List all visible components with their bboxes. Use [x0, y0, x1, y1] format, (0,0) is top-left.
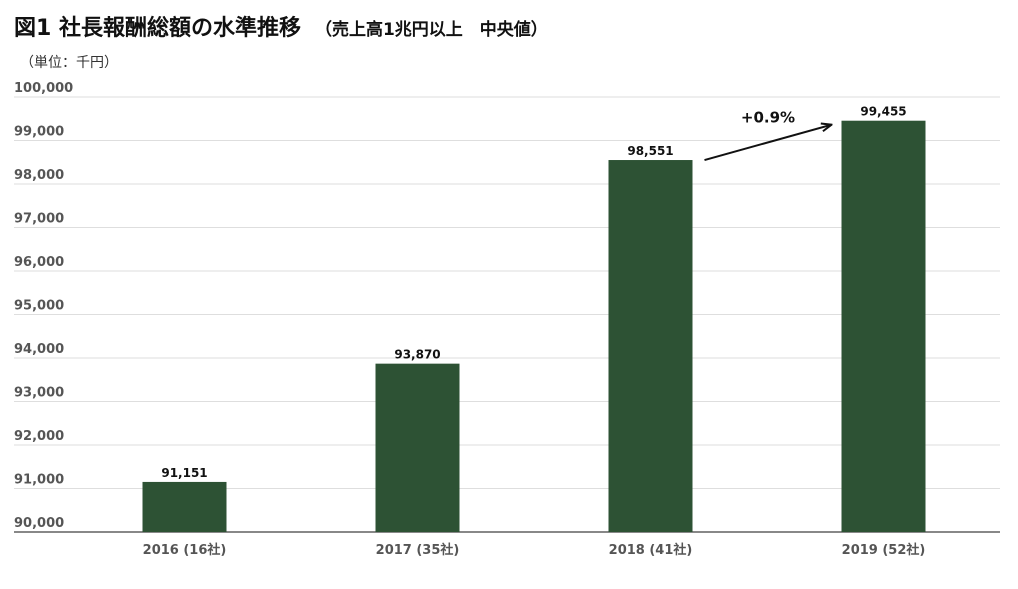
y-tick-label: 97,000: [14, 212, 64, 227]
x-category-label: 2019 (52社): [842, 542, 926, 558]
y-tick-label: 91,000: [14, 473, 64, 488]
y-axis-ticks: 90,000 91,000 92,000 93,000 94,000 95,000 96,0…: [14, 81, 73, 531]
x-category-label: 2018 (41社): [609, 542, 693, 558]
chart-title: 図1 社長報酬総額の水準推移: [14, 16, 301, 41]
data-label: 93,870: [394, 348, 440, 362]
y-tick-label: 98,000: [14, 168, 64, 183]
data-labels: 91,151 93,870 98,551 99,455: [161, 105, 906, 480]
y-tick-label: 92,000: [14, 429, 64, 444]
bars: [142, 120, 926, 533]
data-label: 98,551: [627, 144, 673, 158]
bar: [608, 160, 693, 532]
y-tick-label: 94,000: [14, 342, 64, 357]
y-tick-label: 95,000: [14, 299, 64, 314]
data-label: 99,455: [860, 105, 906, 119]
y-tick-label: 93,000: [14, 386, 64, 401]
y-tick-label: 90,000: [14, 516, 64, 531]
bar: [142, 481, 227, 532]
growth-arrow: [704, 125, 832, 161]
y-tick-label: 96,000: [14, 255, 64, 270]
bar: [375, 363, 460, 532]
growth-annotation: +0.9%: [704, 109, 832, 161]
y-tick-label: 100,000: [14, 81, 73, 96]
y-tick-label: 99,000: [14, 125, 64, 140]
data-label: 91,151: [161, 466, 207, 480]
x-category-label: 2016 (16社): [143, 542, 227, 558]
chart-subtitle: （売上高1兆円以上 中央値）: [314, 20, 548, 40]
growth-label: +0.9%: [741, 109, 795, 127]
x-axis-categories: 2016 (16社) 2017 (35社) 2018 (41社) 2019 (52社): [143, 542, 926, 558]
unit-label: （単位：千円）: [20, 55, 118, 71]
bar: [841, 120, 926, 533]
chart-header: 図1 社長報酬総額の水準推移 （売上高1兆円以上 中央値）: [14, 10, 548, 42]
x-category-label: 2017 (35社): [376, 542, 460, 558]
